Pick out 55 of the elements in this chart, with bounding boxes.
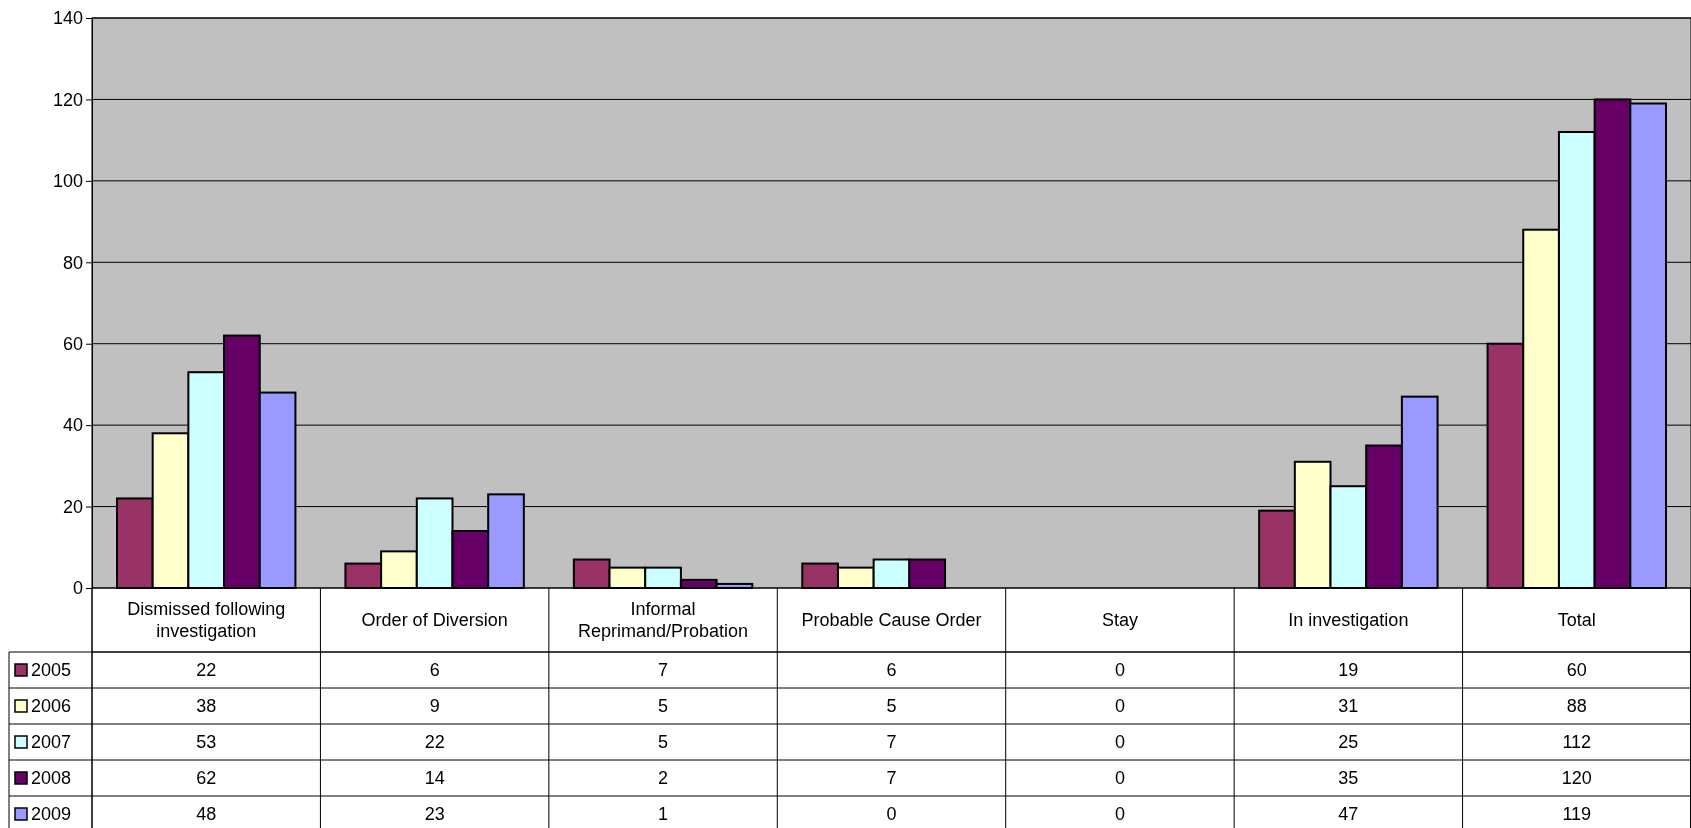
data-label: 0 [886,804,897,824]
y-tick-label: 120 [52,89,83,110]
x-tick-label: Order of Diversion [361,610,508,630]
y-tick-label: 140 [52,8,83,29]
data-label: 23 [424,804,445,824]
data-label: 7 [886,732,897,752]
data-label: 62 [196,768,217,788]
data-label: 88 [1566,696,1587,716]
y-tick-label: 60 [62,333,83,354]
data-label: 22 [424,732,445,752]
y-tick-label: 80 [62,252,83,273]
y-tick-label: 20 [62,496,83,517]
data-label: 6 [886,660,897,680]
data-label: 38 [196,696,217,716]
data-label: 47 [1338,804,1359,824]
data-label: 5 [658,696,669,716]
data-label: 7 [658,660,669,680]
x-tick-label: Total [1557,610,1596,630]
y-tick-label: 100 [52,171,83,192]
x-tick-label: Probable Cause Order [801,610,982,630]
y-tick-label: 40 [62,415,83,436]
data-label: 2 [658,768,669,788]
data-label: 1 [658,804,669,824]
data-label: 60 [1566,660,1587,680]
data-label: 0 [1114,804,1125,824]
data-label: 53 [196,732,217,752]
legend-label: 2007 [31,732,72,752]
data-label: 9 [429,696,440,716]
data-label: 19 [1338,660,1359,680]
data-label: 25 [1338,732,1359,752]
data-label: 7 [886,768,897,788]
data-label: 0 [1114,660,1125,680]
data-label: 22 [196,660,217,680]
x-tick-label: Dismissed following investigation [127,599,286,641]
data-label: 48 [196,804,217,824]
data-label: 0 [1114,696,1125,716]
legend-label: 2009 [31,804,72,824]
data-label: 5 [658,732,669,752]
data-label: 5 [886,696,897,716]
data-label: 35 [1338,768,1359,788]
data-label: 0 [1114,768,1125,788]
data-label: 31 [1338,696,1359,716]
x-tick-label: Informal Reprimand/Probation [578,599,749,641]
data-label: 119 [1562,804,1592,824]
y-tick-label: 0 [72,578,83,599]
legend-label: 2005 [31,660,72,680]
legend-label: 2006 [31,696,72,716]
data-label: 6 [429,660,440,680]
data-label: 14 [424,768,445,788]
data-label: 0 [1114,732,1125,752]
data-label: 120 [1561,768,1592,788]
legend-label: 2008 [31,768,72,788]
data-label: 112 [1562,732,1592,752]
x-tick-label: Stay [1101,610,1138,630]
x-tick-label: In investigation [1288,610,1409,630]
